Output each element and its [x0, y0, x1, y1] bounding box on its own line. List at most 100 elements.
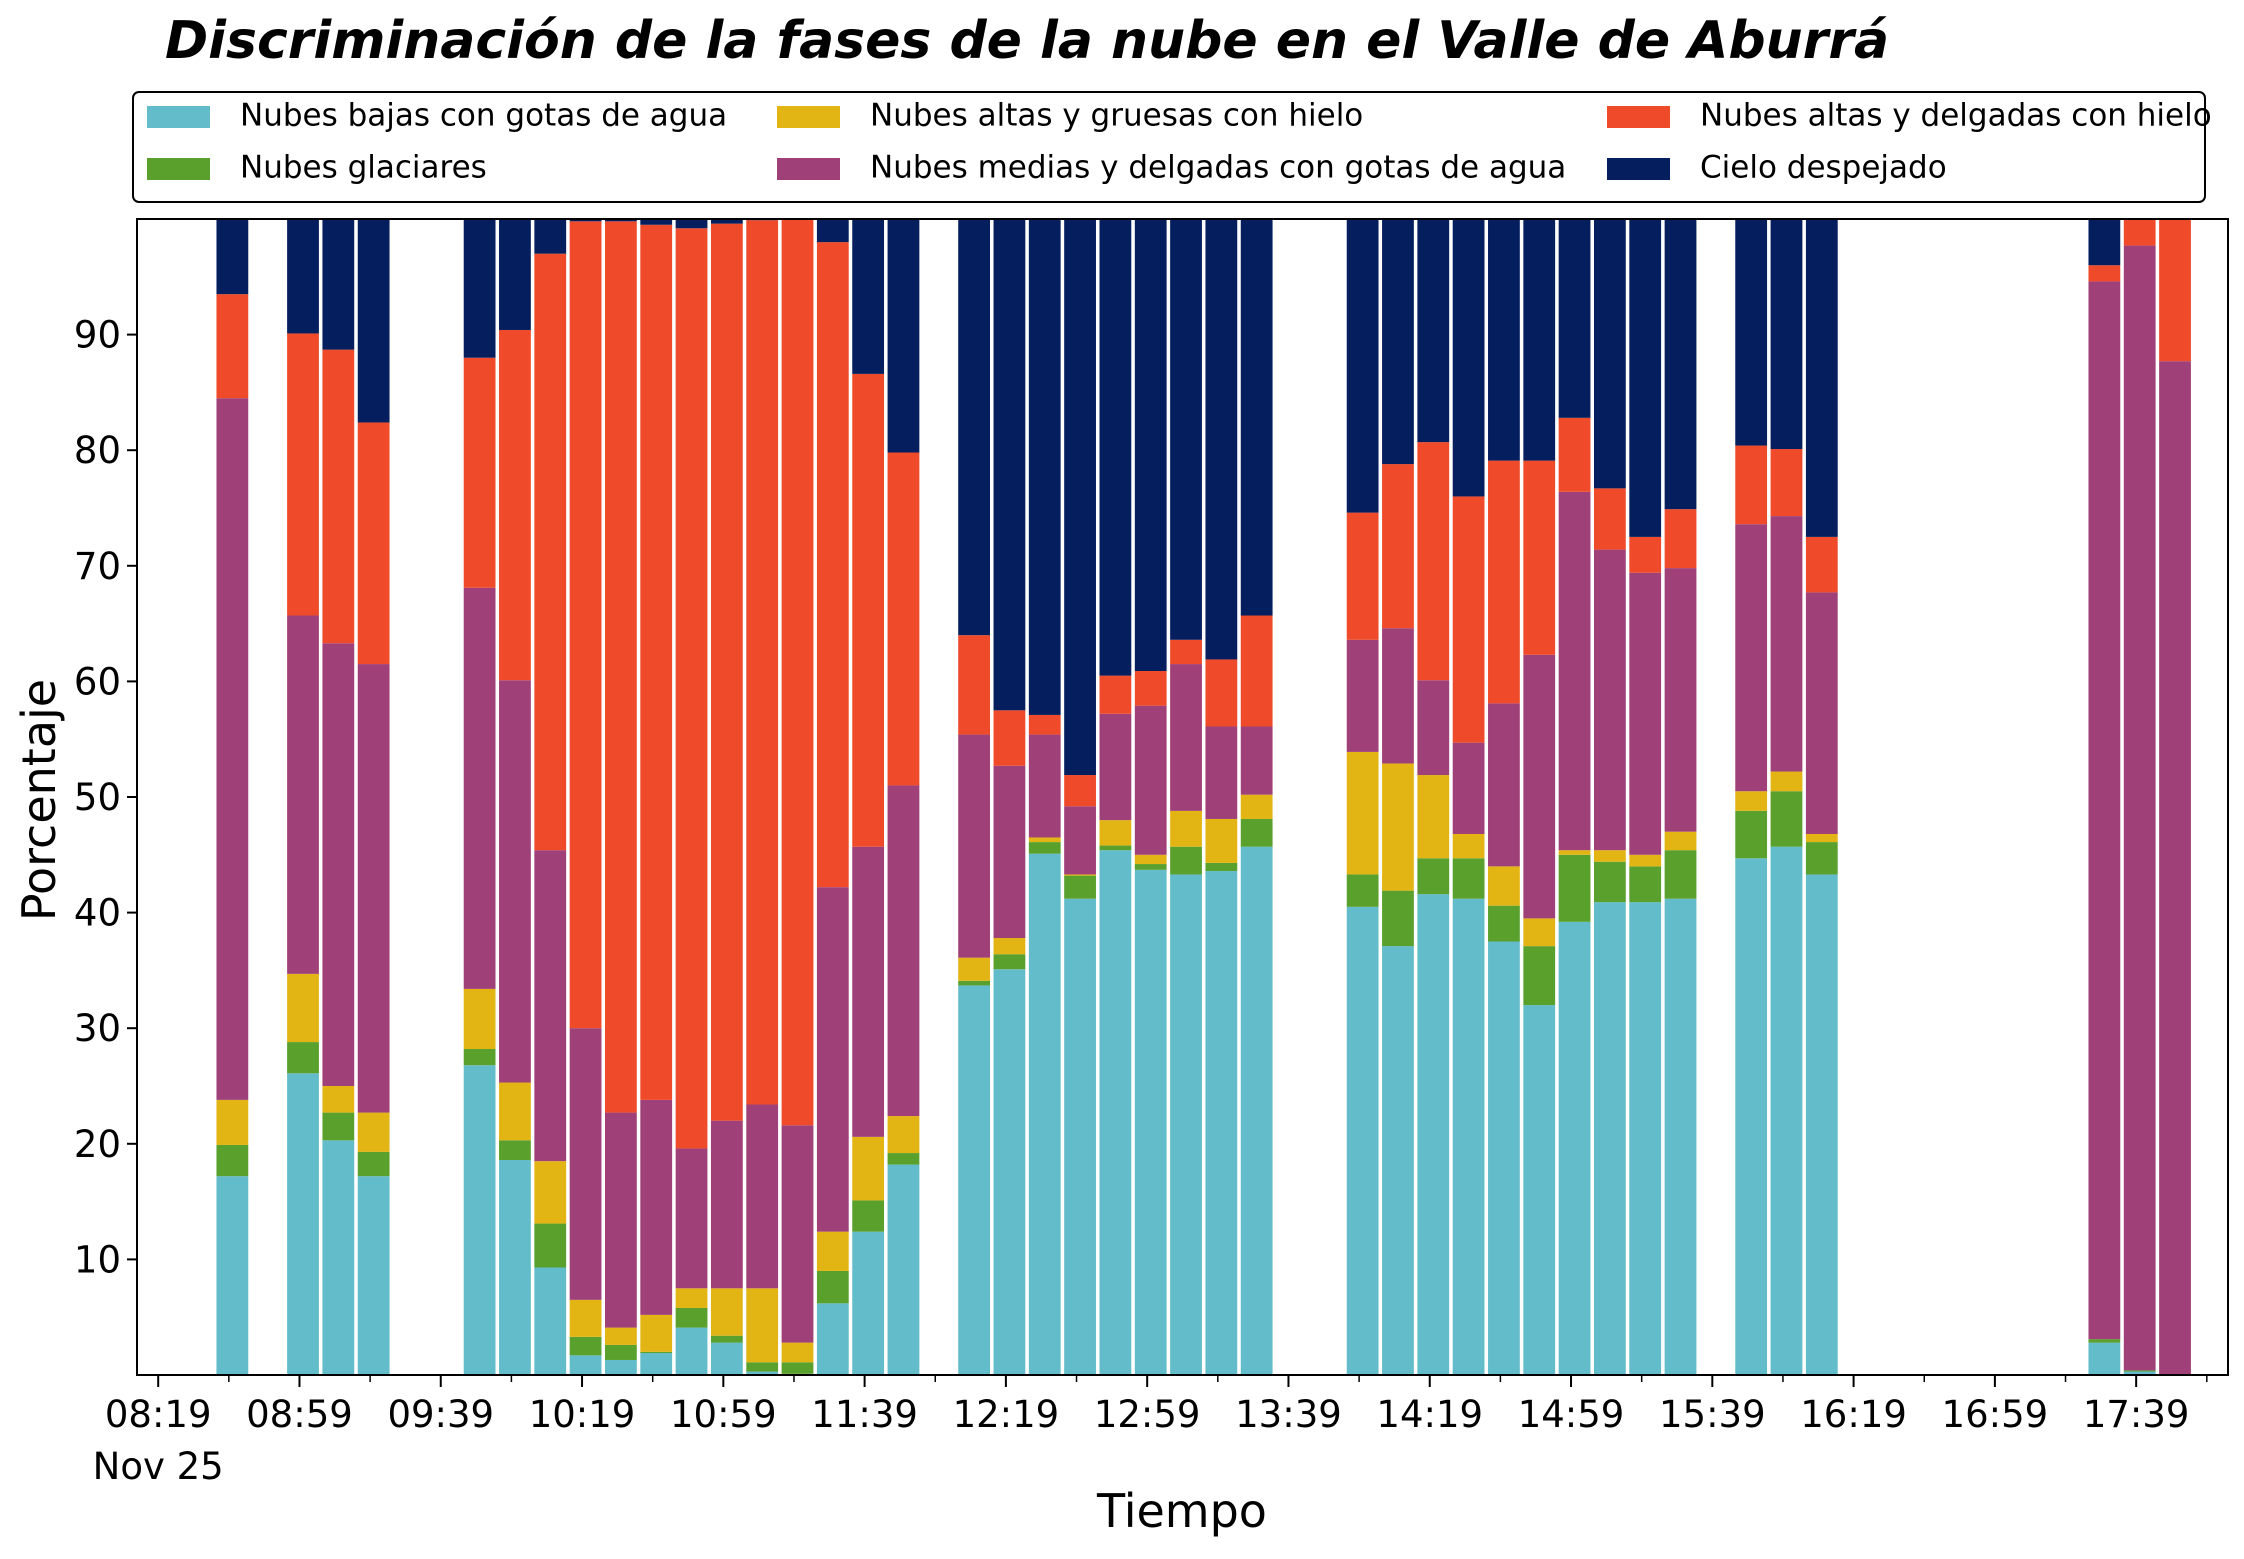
bar-segment	[1028, 734, 1061, 838]
bar-segment	[1770, 791, 1803, 847]
bar-segment	[1558, 854, 1591, 922]
legend-swatch	[147, 158, 210, 180]
bar-segment	[993, 954, 1026, 970]
bar-segment	[1417, 775, 1450, 859]
bar-segment	[287, 615, 319, 974]
bar-segment	[958, 734, 991, 958]
legend-swatch	[147, 106, 210, 128]
bar-segment	[605, 1344, 637, 1360]
bar-segment	[2088, 281, 2121, 1340]
bar-segment	[746, 220, 779, 1105]
bar-segment	[1488, 941, 1520, 1375]
bar-segment	[1099, 820, 1132, 846]
bar-segment	[746, 1362, 779, 1372]
bar-segment	[1452, 496, 1485, 743]
bar-segment	[357, 664, 390, 1113]
y-tick-label: 80	[74, 429, 121, 472]
bar-segment	[993, 969, 1026, 1375]
bar-segment	[1593, 549, 1626, 851]
bar-segment	[1028, 837, 1061, 843]
bar-segment	[887, 1116, 920, 1154]
x-tick-label: 13:39	[1235, 1393, 1342, 1436]
bar-segment	[640, 224, 673, 1100]
bar-segment	[1664, 509, 1697, 569]
bar-segment	[1028, 714, 1061, 735]
bar-segment	[499, 1140, 531, 1160]
bar-segment	[958, 980, 991, 986]
bar-segment	[1735, 858, 1768, 1375]
bar-segment	[1805, 842, 1838, 875]
bar-segment	[1558, 417, 1591, 492]
bar-segment	[1028, 219, 1061, 715]
bar-segment	[993, 938, 1026, 955]
bar-segment	[1346, 874, 1379, 907]
bar-segment	[463, 219, 496, 358]
bar-segment	[1099, 850, 1132, 1375]
bar-segment	[1523, 1005, 1556, 1375]
bar-segment	[1064, 219, 1096, 776]
bar-segment	[640, 219, 673, 225]
bar-segment	[1629, 219, 1662, 537]
bar-segment	[463, 357, 496, 588]
bar-segment	[463, 1065, 496, 1375]
bar-segment	[675, 1148, 708, 1289]
bar-segment	[887, 1164, 920, 1375]
bar-segment	[357, 1112, 390, 1152]
bar-segment	[1523, 654, 1556, 919]
bar-segment	[1346, 906, 1379, 1375]
bar-segment	[640, 1099, 673, 1315]
bar-segment	[357, 1151, 390, 1177]
bar-segment	[357, 422, 390, 665]
bar-segment	[2159, 219, 2191, 362]
bar-segment	[322, 643, 355, 1086]
bar-segment	[569, 1336, 602, 1356]
bar-segment	[2123, 219, 2156, 246]
bar-segment	[1064, 875, 1096, 899]
bar-segment	[2088, 1342, 2121, 1375]
legend-label: Nubes altas y delgadas con hielo	[1700, 98, 2212, 134]
bar-segment	[534, 219, 567, 254]
legend-label: Nubes glaciares	[240, 150, 487, 186]
bar-segment	[1028, 853, 1061, 1375]
bar-segment	[781, 1362, 814, 1374]
bar-segment	[2123, 1371, 2156, 1375]
bar-segment	[993, 765, 1026, 939]
bar-segment	[640, 1351, 673, 1354]
bar-segment	[1099, 845, 1132, 851]
bar-segment	[1770, 516, 1803, 772]
bar-segment	[1170, 846, 1202, 875]
bar-segment	[1417, 894, 1450, 1375]
x-axis-label: Tiempo	[1096, 1484, 1267, 1538]
bar-segment	[2088, 265, 2121, 282]
bar-segment	[1240, 615, 1273, 727]
bar-segment	[816, 242, 849, 888]
bar-segment	[1028, 842, 1061, 854]
bar-segment	[816, 219, 849, 243]
bar-segment	[287, 973, 319, 1043]
bar-segment	[816, 1231, 849, 1271]
bar-segment	[605, 1359, 637, 1375]
bar-segment	[1205, 659, 1238, 727]
legend-swatch	[1607, 106, 1670, 128]
bar-segment	[852, 1136, 885, 1201]
x-date-label: Nov 25	[93, 1445, 224, 1488]
bar-segment	[1735, 791, 1768, 811]
bar-segment	[1770, 219, 1803, 450]
bar-segment	[746, 1104, 779, 1289]
bar-segment	[1488, 905, 1520, 942]
bar-segment	[993, 710, 1026, 766]
bar-segment	[1134, 705, 1167, 855]
bar-segment	[357, 219, 390, 423]
x-tick-label: 08:19	[105, 1393, 212, 1436]
bar-segment	[993, 219, 1026, 711]
bar-segment	[781, 219, 814, 1126]
y-axis-label: Porcentaje	[12, 679, 66, 921]
bar-segment	[216, 219, 249, 295]
bar-segment	[463, 988, 496, 1050]
bar-segment	[1170, 664, 1202, 811]
bar-segment	[852, 1231, 885, 1375]
bar-segment	[1240, 818, 1273, 847]
bar-segment	[1346, 219, 1379, 513]
bar-segment	[1488, 866, 1520, 906]
